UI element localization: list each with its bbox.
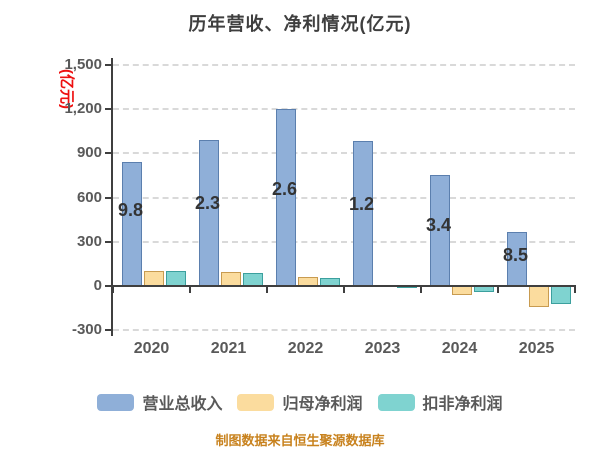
x-axis-tick	[112, 287, 114, 293]
gridline-300	[113, 241, 575, 243]
legend: 营业总收入 归母净利润 扣非净利润	[0, 390, 600, 414]
x-category-label-2024: 2024	[441, 340, 478, 357]
y-axis-tick	[105, 285, 112, 287]
legend-label: 归母净利润	[282, 396, 363, 413]
legend-label: 营业总收入	[142, 396, 223, 413]
bar-net-profit-2024[interactable]	[452, 286, 472, 295]
y-axis-line	[111, 58, 113, 336]
y-axis-tick	[105, 152, 112, 154]
y-axis-tick	[105, 108, 112, 110]
gridline-1200	[113, 108, 575, 110]
x-category-label-2022: 2022	[287, 340, 324, 357]
y-tick-label: 300	[76, 233, 102, 250]
x-axis-tick	[266, 287, 268, 293]
x-axis-tick	[189, 287, 191, 293]
chart-title: 历年营收、净利情况(亿元)	[188, 14, 412, 34]
bar-deducted-net-profit-2025[interactable]	[551, 286, 571, 304]
legend-swatch-deducted-net-profit	[377, 393, 415, 411]
y-axis-tick	[105, 64, 112, 66]
legend-item-total-revenue[interactable]: 营业总收入	[97, 390, 222, 414]
bar-value-label-2023: 1.2	[348, 194, 374, 214]
bar-deducted-net-profit-2020[interactable]	[166, 271, 186, 286]
bar-value-label-2022: 2.6	[271, 179, 297, 199]
x-axis-tick	[343, 287, 345, 293]
x-axis-tick	[420, 287, 422, 293]
y-tick-label: 0	[93, 277, 102, 294]
legend-swatch-total-revenue	[97, 393, 135, 411]
y-axis-tick	[105, 241, 112, 243]
bar-value-label-2025: 8.5	[502, 245, 528, 265]
y-axis-tick	[105, 197, 112, 199]
gridline-1500	[113, 64, 575, 66]
bar-value-label-2021: 2.3	[194, 193, 220, 213]
x-category-label-2023: 2023	[364, 340, 401, 357]
x-category-label-2025: 2025	[518, 340, 555, 357]
legend-item-net-profit[interactable]: 归母净利润	[237, 390, 363, 414]
data-source-note: 制图数据来自恒生聚源数据库	[215, 433, 385, 448]
y-tick-label: -300	[71, 321, 102, 338]
y-tick-label: 1,500	[64, 56, 102, 73]
x-axis-tick	[574, 287, 576, 293]
legend-item-deducted-net-profit[interactable]: 扣非净利润	[377, 390, 503, 414]
y-tick-label: 1,200	[64, 100, 102, 117]
gridline-900	[113, 152, 575, 154]
bar-net-profit-2020[interactable]	[144, 271, 164, 286]
bar-value-label-2020: 9.8	[117, 200, 143, 220]
x-axis-tick	[497, 287, 499, 293]
x-axis-zero-line	[112, 285, 576, 287]
y-tick-label: 900	[76, 144, 102, 161]
x-category-label-2021: 2021	[210, 340, 247, 357]
bar-net-profit-2021[interactable]	[221, 272, 241, 286]
bar-value-label-2024: 3.4	[425, 215, 451, 235]
gridline-600	[113, 197, 575, 199]
y-tick-label: 600	[76, 189, 102, 206]
legend-swatch-net-profit	[237, 393, 275, 411]
legend-label: 扣非净利润	[422, 396, 503, 413]
bar-net-profit-2025[interactable]	[529, 286, 549, 307]
gridline--300	[113, 329, 575, 331]
x-category-label-2020: 2020	[133, 340, 170, 357]
bar-total-revenue-2020[interactable]	[122, 162, 142, 286]
y-axis-tick	[105, 329, 112, 331]
